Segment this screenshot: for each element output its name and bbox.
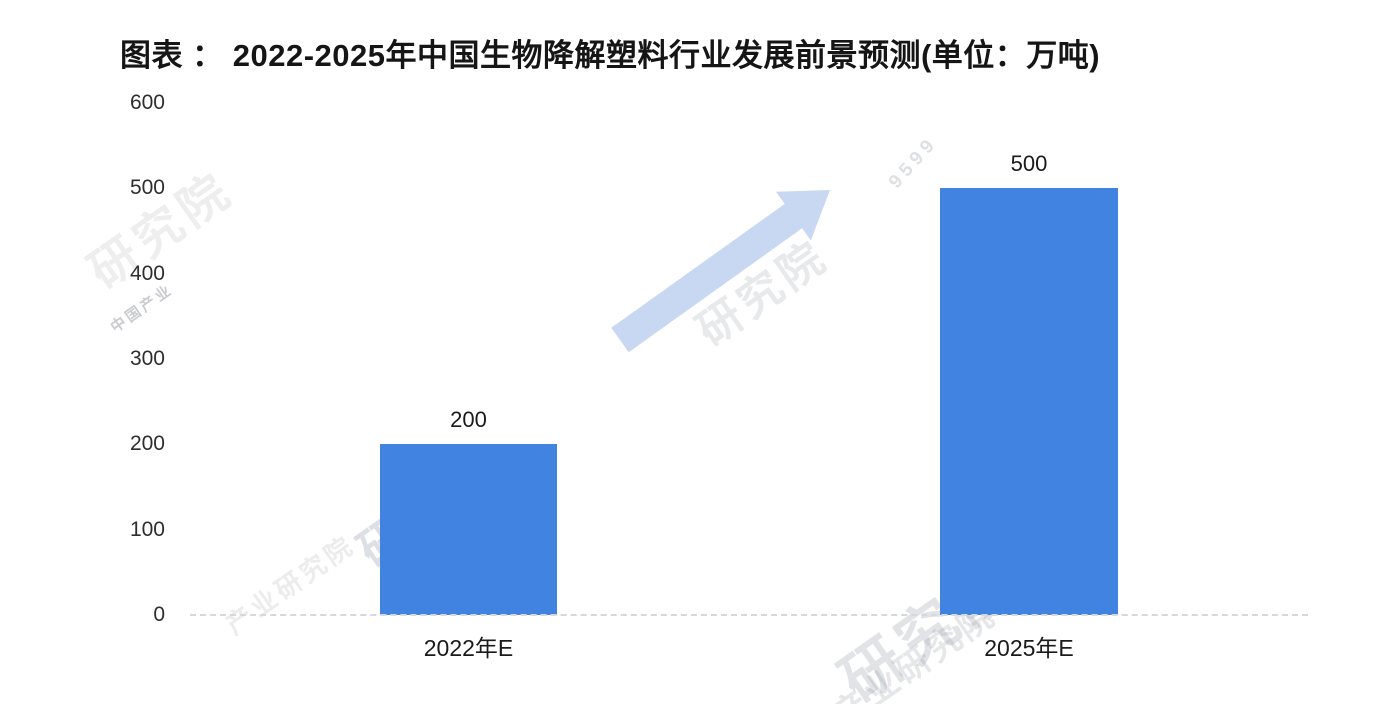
x-axis-tick-label-2022e: 2022年E xyxy=(423,635,514,661)
watermark-text: 产业研究院 xyxy=(220,529,361,641)
bar-2025e xyxy=(940,188,1118,615)
y-axis-tick-label: 600 xyxy=(129,91,165,114)
y-axis-tick-label: 500 xyxy=(129,176,165,200)
bar-2022e xyxy=(380,444,557,615)
x-axis-tick-label-2025e: 2025年E xyxy=(984,635,1074,661)
value-label-2025e: 500 xyxy=(1010,151,1048,177)
x-axis-line xyxy=(190,614,1308,616)
value-label-2022e: 200 xyxy=(450,407,487,433)
y-axis-tick-label: 0 xyxy=(153,603,165,626)
chart-title: 图表 ： 2022-2025年中国生物降解塑料行业发展前景预测(单位：万吨) xyxy=(120,38,1101,73)
y-axis-tick-label: 200 xyxy=(129,432,165,456)
watermark-text: 9599 xyxy=(884,132,943,193)
up-trend-arrow-icon xyxy=(605,175,845,370)
y-axis-tick-label: 100 xyxy=(129,517,165,541)
y-axis-tick-label: 400 xyxy=(129,261,165,285)
y-axis-tick-label: 300 xyxy=(129,347,165,370)
